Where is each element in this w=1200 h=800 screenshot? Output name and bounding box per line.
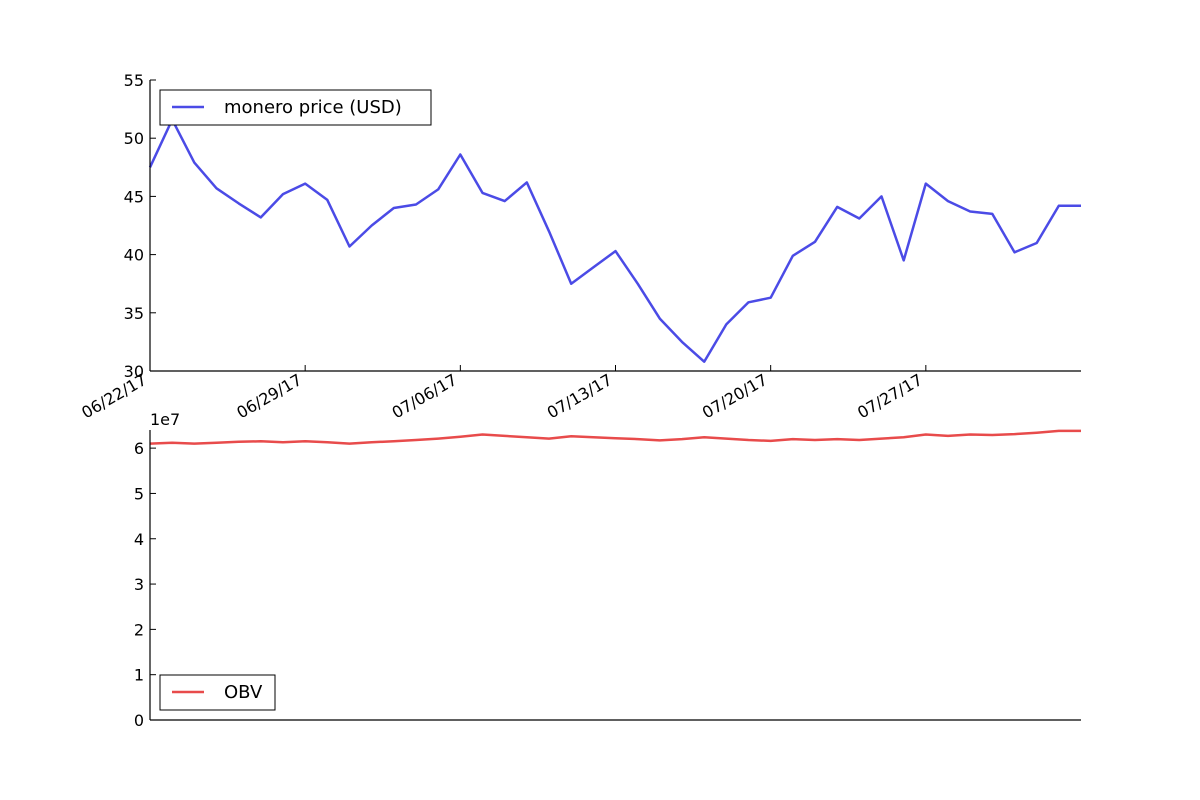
obv-panel: 0 1 2 3 4 5 6 1e7 OBV [134, 410, 1081, 730]
obv-y-tick-label: 2 [134, 620, 144, 639]
obv-y-ticks: 0 1 2 3 4 5 6 [134, 439, 156, 730]
x-tick-label: 06/29/17 [233, 370, 305, 422]
price-x-ticks: 06/22/17 06/29/17 07/06/17 07/13/17 07/20/17… [78, 365, 927, 422]
obv-y-tick-label: 5 [134, 484, 144, 503]
price-line [148, 118, 1081, 363]
price-y-tick-label: 40 [124, 246, 144, 265]
price-y-tick-label: 35 [124, 304, 144, 323]
obv-legend-label: OBV [224, 682, 263, 703]
price-y-tick-label: 50 [124, 129, 144, 148]
price-panel: 30 35 40 45 50 55 06/22/17 06/29/17 07/06/17 07/… [78, 71, 1081, 422]
price-legend: monero price (USD) [159, 89, 432, 126]
obv-series-group [149, 429, 1081, 445]
price-y-tick-label: 55 [124, 71, 144, 90]
obv-y-tick-label: 0 [134, 711, 144, 730]
x-tick-label: 07/13/17 [544, 370, 616, 422]
obv-y-tick-label: 3 [134, 575, 144, 594]
x-tick-label: 06/22/17 [78, 370, 150, 422]
price-legend-box [159, 89, 432, 126]
obv-y-tick-label: 1 [134, 666, 144, 685]
price-y-ticks: 30 35 40 45 50 55 [124, 71, 156, 381]
x-tick-label: 07/27/17 [854, 370, 926, 422]
price-series-group [148, 118, 1081, 363]
obv-line [149, 429, 1081, 445]
price-y-tick-label: 45 [124, 187, 144, 206]
x-tick-label: 07/20/17 [699, 370, 771, 422]
price-legend-label: monero price (USD) [224, 97, 402, 118]
price-y-tick-label: 30 [124, 362, 144, 381]
x-tick-label: 07/06/17 [389, 370, 461, 422]
obv-y-multiplier-label: 1e7 [150, 410, 180, 429]
obv-y-tick-label: 6 [134, 439, 144, 458]
obv-legend: OBV [159, 674, 276, 711]
obv-y-tick-label: 4 [134, 530, 144, 549]
